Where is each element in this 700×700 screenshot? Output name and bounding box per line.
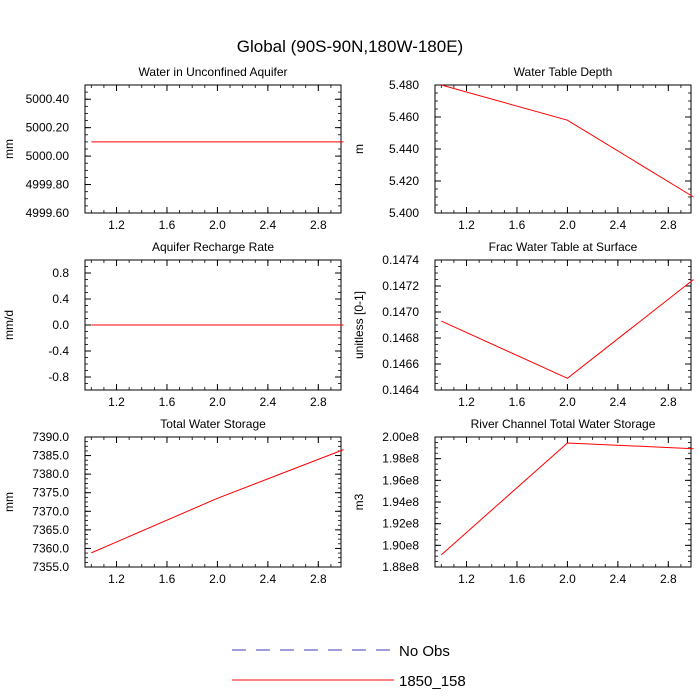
y-tick-label: -0.8 [48, 370, 69, 384]
x-tick-label: 2.0 [209, 572, 226, 586]
panel-6: River Channel Total Water Storage m3 1.2 1.… [352, 417, 694, 586]
y-tick-label: 1.88e8 [382, 560, 419, 574]
y-tick-label: 0.4 [52, 292, 69, 306]
x-tick-label: 2.0 [559, 572, 576, 586]
y-tick-label: 7355.0 [32, 560, 69, 574]
y-tick-label: 7375.0 [32, 486, 69, 500]
y-tick-label: 0.1466 [382, 357, 419, 371]
y-tick-label: 7390.0 [32, 430, 69, 444]
x-tick-label: 2.0 [209, 218, 226, 232]
y-tick-label: 7370.0 [32, 504, 69, 518]
panel-1: Water in Unconfined Aquifer mm 1.2 1.6 2.0 2.… [2, 65, 344, 232]
x-tick-label: 2.8 [310, 395, 327, 409]
plot-frame [434, 259, 692, 391]
y-tick-label: 5.400 [389, 206, 419, 220]
y-tick-label: 7360.0 [32, 541, 69, 555]
panel-title: Frac Water Table at Surface [489, 240, 638, 254]
x-tick-label: 1.6 [159, 218, 176, 232]
panel-title: Water in Unconfined Aquifer [139, 65, 288, 79]
y-tick-label: 1.98e8 [382, 452, 419, 466]
plot-frame [434, 436, 692, 568]
series-line [440, 442, 694, 556]
y-tick-label: 5.440 [389, 142, 419, 156]
x-tick-label: 2.8 [660, 395, 677, 409]
x-tick-label: 1.6 [159, 395, 176, 409]
series-line [441, 84, 694, 198]
figure-title: Global (90S-90N,180W-180E) [237, 37, 463, 56]
y-tick-label: 0.0 [52, 318, 69, 332]
y-tick-label: 1.92e8 [382, 517, 419, 531]
panel-3: Aquifer Recharge Rate mm/d 1.2 1.6 2.0 2.4 2.8… [2, 240, 344, 409]
x-tick-label: 2.0 [209, 395, 226, 409]
x-tick-label: 2.4 [260, 395, 277, 409]
y-tick-label: 0.1468 [382, 331, 419, 345]
x-tick-label: 1.6 [509, 218, 526, 232]
y-tick-label: 5000.20 [26, 121, 70, 135]
y-axis-label: m3 [352, 493, 366, 510]
x-tick-label: 2.4 [610, 395, 627, 409]
x-tick-label: 1.2 [458, 395, 475, 409]
panel-title: Aquifer Recharge Rate [152, 240, 274, 254]
x-tick-label: 2.4 [260, 572, 277, 586]
panel-2: Water Table Depth m 1.2 1.6 2.0 2.4 2.8 5.400 5.… [352, 65, 694, 232]
y-tick-label: 0.1470 [382, 305, 419, 319]
x-tick-label: 2.4 [260, 218, 277, 232]
legend-label-1: No Obs [399, 643, 450, 660]
x-tick-label: 2.0 [559, 395, 576, 409]
y-tick-label: 7385.0 [32, 449, 69, 463]
series-line [441, 279, 694, 379]
y-tick-label: 4999.80 [26, 178, 70, 192]
plot-frame [434, 84, 692, 214]
y-tick-label: 5000.40 [26, 92, 70, 106]
plot-frame [84, 436, 342, 568]
series-line [91, 449, 344, 554]
y-axis-label: mm/d [2, 310, 16, 340]
x-tick-label: 2.0 [559, 218, 576, 232]
y-tick-label: 1.90e8 [382, 538, 419, 552]
y-tick-label: 1.94e8 [382, 495, 419, 509]
panel-title: Total Water Storage [160, 417, 266, 431]
y-tick-label: 0.1472 [382, 279, 419, 293]
y-tick-label: 4999.60 [26, 206, 70, 220]
x-tick-label: 2.4 [610, 218, 627, 232]
y-tick-label: 0.1474 [382, 253, 419, 267]
panel-title: River Channel Total Water Storage [471, 417, 656, 431]
x-tick-label: 2.4 [610, 572, 627, 586]
y-tick-label: 0.1464 [382, 383, 419, 397]
y-tick-label: 5.480 [389, 78, 419, 92]
x-tick-label: 1.6 [159, 572, 176, 586]
x-tick-label: 1.2 [108, 395, 125, 409]
legend-label-2: 1850_158 [399, 673, 466, 690]
panel-4: Frac Water Table at Surface unitless [0-1… [352, 240, 694, 409]
y-tick-label: 7365.0 [32, 523, 69, 537]
panels-group: Water in Unconfined Aquifer mm 1.2 1.6 2.0 2.… [2, 65, 694, 586]
y-tick-label: 7380.0 [32, 467, 69, 481]
x-tick-label: 1.2 [458, 572, 475, 586]
x-tick-label: 2.8 [310, 218, 327, 232]
plot-frame [84, 84, 342, 214]
x-tick-label: 1.6 [509, 395, 526, 409]
x-tick-label: 2.8 [310, 572, 327, 586]
y-tick-label: 1.96e8 [382, 473, 419, 487]
x-tick-label: 1.2 [108, 572, 125, 586]
legend: No Obs 1850_158 [232, 643, 466, 690]
x-tick-label: 1.6 [509, 572, 526, 586]
panel-title: Water Table Depth [514, 65, 613, 79]
y-axis-label: mm [2, 139, 16, 159]
x-tick-label: 1.2 [458, 218, 475, 232]
x-tick-label: 1.2 [108, 218, 125, 232]
y-axis-label: m [352, 144, 366, 154]
y-axis-label: mm [2, 492, 16, 512]
y-tick-label: 2.00e8 [382, 430, 419, 444]
x-tick-label: 2.8 [660, 218, 677, 232]
panel-5: Total Water Storage mm 1.2 1.6 2.0 2.4 2.8 7355… [2, 417, 344, 586]
y-tick-label: 5.420 [389, 174, 419, 188]
y-tick-label: -0.4 [48, 344, 69, 358]
x-tick-label: 2.8 [660, 572, 677, 586]
y-tick-label: 5000.00 [26, 149, 70, 163]
y-axis-label: unitless [0-1] [352, 291, 366, 359]
y-tick-label: 5.460 [389, 110, 419, 124]
y-tick-label: 0.8 [52, 266, 69, 280]
